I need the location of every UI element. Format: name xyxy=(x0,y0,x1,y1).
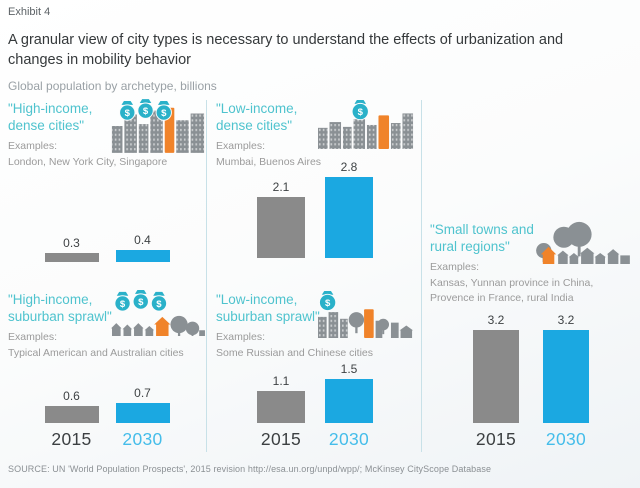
bar-chart: 3.2 3.2 xyxy=(430,313,632,423)
bar-value: 3.2 xyxy=(487,313,505,327)
panel-title: "Low-income, suburban sprawl" xyxy=(216,292,320,324)
svg-text:$: $ xyxy=(120,299,126,310)
bar-group-2015: 0.3 xyxy=(44,236,99,262)
year-axis: 2015 2030 xyxy=(8,429,206,450)
bar-2015 xyxy=(44,253,99,262)
trees xyxy=(536,221,592,263)
svg-text:$: $ xyxy=(161,108,167,119)
bar-2015 xyxy=(44,406,99,423)
trees xyxy=(170,315,205,336)
examples-block: Examples: Typical American and Australia… xyxy=(8,331,184,360)
dollar-bag-icon: $ $ $ xyxy=(119,99,172,121)
examples-block: Examples: London, New York City, Singapo… xyxy=(8,140,168,169)
money-bag-suburb-icon: $ xyxy=(318,290,414,338)
bar-chart: 1.1 1.5 xyxy=(216,362,414,423)
orange-house xyxy=(540,246,557,264)
panel-low-income-suburban: "Low-income, suburban sprawl" $ Examples… xyxy=(216,290,414,450)
dollar-bag-icon: $ xyxy=(318,290,337,312)
bar-group-2030: 2.8 xyxy=(325,160,373,258)
chart-subtitle: Global population by archetype, billions xyxy=(8,79,217,93)
svg-text:$: $ xyxy=(125,108,131,119)
year-label-2015: 2015 xyxy=(51,429,92,449)
panel-title: "High-income, suburban sprawl" xyxy=(8,292,112,324)
examples-block: Examples: Mumbai, Buenos Aires xyxy=(216,140,322,169)
panel-low-income-dense: "Low-income, dense cities" $ Examples: M… xyxy=(216,100,414,258)
year-label-2015: 2015 xyxy=(475,429,517,449)
examples-block: Examples: Kansas, Yunnan province in Chi… xyxy=(430,261,594,304)
orange-building xyxy=(364,309,374,338)
dollar-bag-icon: $ $ $ xyxy=(114,290,168,312)
panel-small-towns-rural: "Small towns and rural regions" Exampl xyxy=(430,221,632,450)
bar-value: 3.2 xyxy=(557,313,575,327)
panel-title: "High-income, dense cities" xyxy=(8,101,93,133)
year-axis: 2015 2030 xyxy=(430,429,632,450)
year-label-2030: 2030 xyxy=(122,429,163,449)
bar-value: 0.3 xyxy=(63,236,80,250)
bar-group-2015: 3.2 xyxy=(473,313,519,423)
bar-group-2030: 0.7 xyxy=(115,386,170,423)
bar-value: 1.1 xyxy=(272,374,290,388)
bar-value: 2.8 xyxy=(340,160,358,174)
bar-2015 xyxy=(257,391,305,423)
bar-chart: 0.3 0.4 xyxy=(8,233,206,262)
bar-value: 0.6 xyxy=(63,389,80,403)
bar-value: 0.4 xyxy=(134,233,151,247)
dollar-bag-icon: $ xyxy=(351,100,369,121)
trees-houses-icon xyxy=(536,221,630,264)
bar-chart: 0.6 0.7 xyxy=(8,386,206,423)
svg-text:$: $ xyxy=(138,297,144,308)
bar-group-2015: 1.1 xyxy=(257,374,305,423)
year-label-2015: 2015 xyxy=(260,429,302,449)
svg-text:$: $ xyxy=(143,106,149,117)
money-bags-suburb-icon: $ $ $ xyxy=(111,290,205,336)
panel-title: "Low-income, dense cities" xyxy=(216,101,298,133)
orange-house xyxy=(154,316,171,336)
bar-value: 2.1 xyxy=(272,180,290,194)
bar-2030 xyxy=(115,403,170,423)
year-label-2030: 2030 xyxy=(328,429,370,449)
examples-block: Examples: Some Russian and Chinese citie… xyxy=(216,331,373,360)
page-title: A granular view of city types is necessa… xyxy=(8,32,564,69)
svg-text:$: $ xyxy=(325,298,331,309)
bar-group-2015: 2.1 xyxy=(257,180,305,258)
svg-text:$: $ xyxy=(156,299,162,310)
year-label-2030: 2030 xyxy=(545,429,587,449)
column-divider-right xyxy=(421,100,422,452)
bar-group-2030: 1.5 xyxy=(325,362,373,423)
bar-2030 xyxy=(325,379,373,423)
money-bag-city-icon: $ xyxy=(318,100,414,149)
bar-2015 xyxy=(257,197,305,258)
svg-text:$: $ xyxy=(358,107,364,118)
money-bags-city-icon: $ $ $ xyxy=(111,99,205,153)
year-axis: 2015 2030 xyxy=(216,429,414,450)
column-divider-left xyxy=(206,100,207,452)
bar-group-2030: 3.2 xyxy=(543,313,589,423)
panel-high-income-suburban: "High-income, suburban sprawl" $ $ $ xyxy=(8,290,206,450)
panel-title: "Small towns and rural regions" xyxy=(430,222,534,254)
bar-2030 xyxy=(325,177,373,258)
bar-2030 xyxy=(115,250,170,262)
bar-value: 1.5 xyxy=(340,362,358,376)
bar-chart: 2.1 2.8 xyxy=(216,160,414,258)
bar-2015 xyxy=(473,330,519,423)
bar-value: 0.7 xyxy=(134,386,151,400)
exhibit-label: Exhibit 4 xyxy=(8,6,51,18)
houses xyxy=(557,247,630,264)
bar-group-2015: 0.6 xyxy=(44,389,99,423)
source-note: SOURCE: UN 'World Population Prospects',… xyxy=(8,464,492,474)
panel-high-income-dense: "High-income, dense cities" $ $ $ Exampl… xyxy=(8,99,206,262)
bar-2030 xyxy=(543,330,589,423)
bar-group-2030: 0.4 xyxy=(115,233,170,262)
